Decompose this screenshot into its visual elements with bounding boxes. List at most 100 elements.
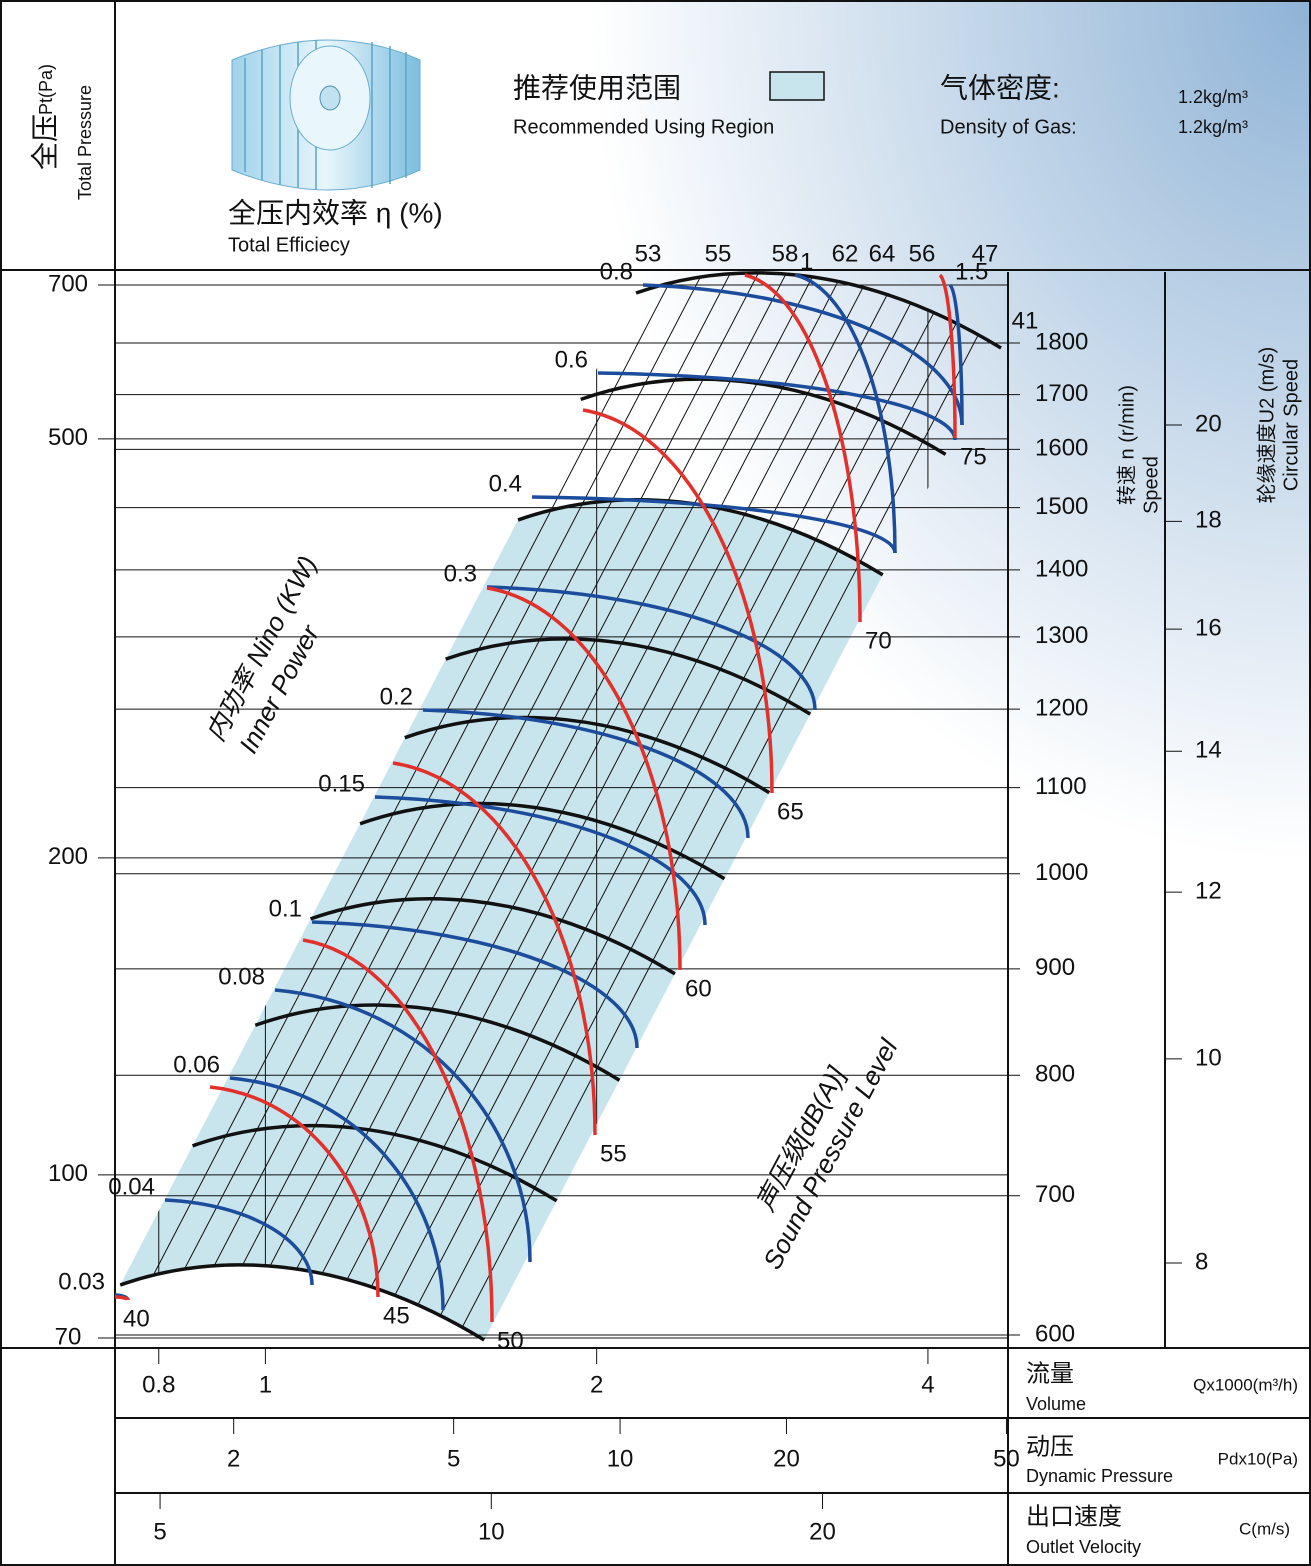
speed-tick-label: 1700 — [1035, 380, 1088, 407]
volume-tick-label: 4 — [921, 1371, 934, 1398]
efficiency-line — [199, 272, 825, 1340]
density-title-cn: 气体密度: — [940, 72, 1060, 103]
power-curve — [274, 988, 532, 1263]
speed-curve — [310, 897, 676, 976]
fan-illustration — [231, 39, 421, 191]
circular-speed-tick-label: 18 — [1195, 507, 1222, 534]
y-tick-label: 500 — [48, 424, 88, 451]
volume-title-cn: 流量 — [1026, 1360, 1074, 1387]
density-value: 1.2kg/m³ — [1178, 87, 1248, 107]
power-label: 1 — [800, 248, 813, 275]
y-title-en: Total Pressure — [75, 85, 95, 200]
efficiency-line — [339, 272, 965, 1340]
power-label: 0.03 — [58, 1268, 105, 1295]
efficiency-line — [423, 272, 1001, 1340]
y-tick-label: 100 — [48, 1160, 88, 1187]
power-label: 1.5 — [955, 258, 988, 285]
power-curve — [794, 273, 897, 554]
dynamic-pressure-tick-label: 20 — [773, 1445, 800, 1472]
noise-curve — [582, 408, 774, 794]
efficiency-title-cn: 全压内效率 η (%) — [228, 197, 443, 228]
circular-speed-tick-label: 20 — [1195, 410, 1222, 437]
y-title-cn: 全压 — [29, 114, 60, 170]
power-curve — [948, 283, 964, 426]
power-label: 0.15 — [318, 770, 365, 797]
noise-label: 45 — [383, 1302, 410, 1329]
power-curve — [311, 920, 639, 1049]
velocity-tick-label: 5 — [153, 1518, 166, 1545]
volume-title-en: Volume — [1026, 1394, 1086, 1414]
recommended-region — [120, 499, 883, 1340]
efficiency-line — [395, 272, 1001, 1340]
efficiency-title-en: Total Efficiecy — [228, 234, 350, 256]
power-curve — [422, 708, 750, 839]
speed-curve — [119, 1263, 486, 1342]
efficiency-line — [255, 272, 881, 1340]
speed-curve — [404, 715, 771, 795]
noise-label: 70 — [865, 627, 892, 654]
dynamic-pressure-tick-label: 10 — [607, 1445, 634, 1472]
circular-speed-tick-label: 8 — [1195, 1248, 1208, 1275]
noise-curve — [114, 1295, 130, 1301]
y-tick-label: 70 — [55, 1323, 82, 1350]
speed-axis-title-en: Speed — [1140, 456, 1162, 514]
velocity-tick-label: 10 — [478, 1518, 505, 1545]
power-curve — [486, 585, 817, 711]
noise-label: 40 — [123, 1305, 150, 1332]
efficiency-label: 58 — [772, 240, 799, 267]
power-curve — [164, 1198, 314, 1286]
speed-curve — [445, 637, 812, 716]
y-title-unit: Pt(Pa) — [36, 64, 56, 115]
efficiency-line — [120, 272, 713, 1340]
efficiency-label: 64 — [869, 240, 896, 267]
velocity-title-en: Outlet Velocity — [1026, 1537, 1141, 1557]
efficiency-label: 62 — [832, 240, 859, 267]
efficiency-label: 41 — [1012, 307, 1039, 334]
noise-curve — [209, 1085, 380, 1298]
power-label: 0.6 — [555, 346, 588, 373]
noise-curve — [392, 761, 597, 1136]
region-swatch — [769, 71, 825, 101]
dynamic-pressure-tick-label: 2 — [227, 1445, 240, 1472]
speed-tick-label: 1600 — [1035, 435, 1088, 462]
efficiency-line — [171, 272, 797, 1340]
noise-label: 55 — [600, 1140, 627, 1167]
velocity-tick-label: 20 — [809, 1518, 836, 1545]
power-label: 0.04 — [108, 1173, 155, 1200]
efficiency-line — [227, 272, 853, 1340]
speed-curve — [359, 801, 726, 881]
speed-curve — [254, 1003, 621, 1082]
power-label: 0.06 — [173, 1051, 220, 1078]
speed-tick-label: 800 — [1035, 1061, 1075, 1088]
circular-axis-title-cn: 轮缘速度U2 (m/s) — [1255, 347, 1278, 504]
noise-label: 50 — [497, 1327, 524, 1354]
power-label: 0.3 — [444, 560, 477, 587]
velocity-unit: C(m/s) — [1239, 1519, 1290, 1538]
circular-axis-title-en: Circular Speed — [1280, 359, 1302, 491]
circular-speed-tick-label: 12 — [1195, 878, 1222, 905]
velocity-title-cn: 出口速度 — [1026, 1503, 1122, 1530]
speed-axis-title-cn: 转速 n (r/min) — [1115, 385, 1138, 505]
power-label: 0.1 — [269, 895, 302, 922]
y-tick-label: 200 — [48, 843, 88, 870]
efficiency-label: 47 — [972, 240, 999, 267]
noise-label: 75 — [960, 443, 987, 470]
region-title-cn: 推荐使用范围 — [513, 72, 681, 103]
noise-curve — [302, 938, 494, 1323]
circular-speed-tick-label: 10 — [1195, 1044, 1222, 1071]
power-curve — [531, 495, 897, 554]
dynamic-pressure-title-cn: 动压 — [1026, 1433, 1074, 1460]
dynamic-pressure-tick-label: 5 — [447, 1445, 460, 1472]
power-label: 0.08 — [218, 963, 265, 990]
dynamic-pressure-tick-label: 50 — [993, 1445, 1020, 1472]
dynamic-pressure-unit: Pdx10(Pa) — [1218, 1449, 1298, 1468]
noise-label: 60 — [685, 975, 712, 1002]
speed-tick-label: 1400 — [1035, 555, 1088, 582]
power-label: 0.4 — [489, 470, 522, 497]
volume-unit: Qx1000(m³/h) — [1193, 1375, 1298, 1394]
power-curve — [229, 1076, 445, 1311]
volume-tick-label: 1 — [259, 1371, 272, 1398]
density-title-en: Density of Gas: — [940, 116, 1077, 138]
circular-speed-tick-label: 14 — [1195, 737, 1222, 764]
